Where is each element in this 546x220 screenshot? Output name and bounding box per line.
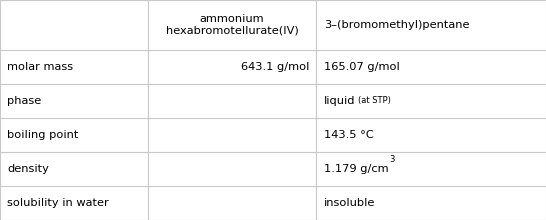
Text: 3–(bromomethyl)pentane: 3–(bromomethyl)pentane [324,20,470,30]
Text: solubility in water: solubility in water [7,198,109,208]
Text: ammonium
hexabromotellurate(IV): ammonium hexabromotellurate(IV) [165,14,298,36]
Text: phase: phase [7,96,41,106]
Text: 143.5 °C: 143.5 °C [324,130,374,140]
Text: 3: 3 [390,155,395,164]
Text: 643.1 g/mol: 643.1 g/mol [241,62,309,72]
Text: boiling point: boiling point [7,130,79,140]
Text: (at STP): (at STP) [359,97,391,106]
Text: molar mass: molar mass [7,62,73,72]
Text: liquid: liquid [324,96,355,106]
Text: 1.179 g/cm: 1.179 g/cm [324,164,389,174]
Text: insoluble: insoluble [324,198,376,208]
Text: density: density [7,164,49,174]
Text: 165.07 g/mol: 165.07 g/mol [324,62,400,72]
